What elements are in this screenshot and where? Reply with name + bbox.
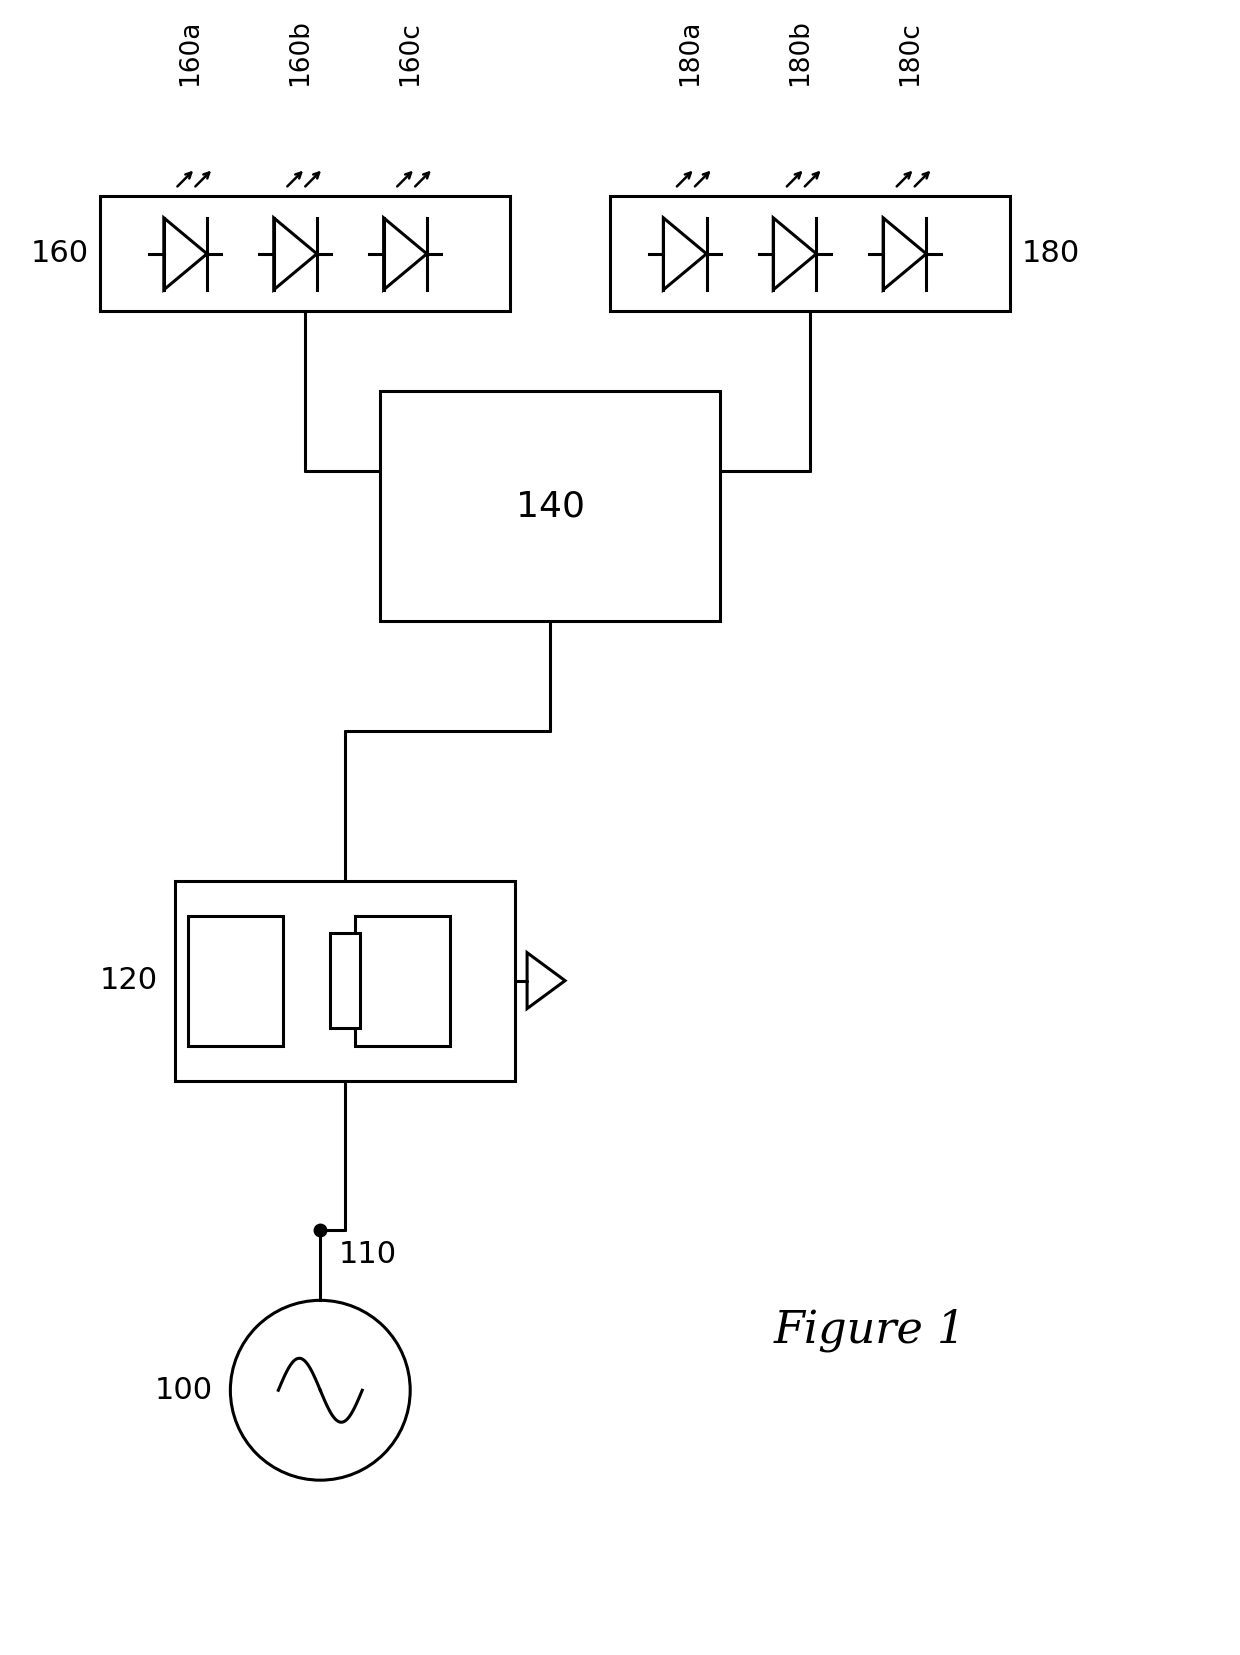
Bar [610, 197, 1009, 311]
Bar [355, 915, 450, 1046]
Bar [175, 880, 515, 1081]
Text: 180a: 180a [677, 20, 703, 86]
Bar [330, 933, 361, 1028]
Text: 180b: 180b [787, 20, 813, 86]
Text: 160a: 160a [177, 20, 203, 86]
Text: 160c: 160c [397, 22, 423, 86]
Text: 180c: 180c [897, 22, 923, 86]
Text: 180: 180 [1022, 240, 1080, 268]
Text: 110: 110 [339, 1240, 397, 1269]
Text: 160: 160 [30, 240, 88, 268]
Bar [188, 915, 283, 1046]
Bar [100, 197, 510, 311]
Text: Figure 1: Figure 1 [774, 1309, 966, 1352]
Text: 120: 120 [99, 967, 157, 995]
Text: 160b: 160b [288, 20, 314, 86]
Text: 100: 100 [154, 1375, 212, 1405]
Text: 140: 140 [516, 490, 584, 523]
Bar [381, 391, 720, 621]
